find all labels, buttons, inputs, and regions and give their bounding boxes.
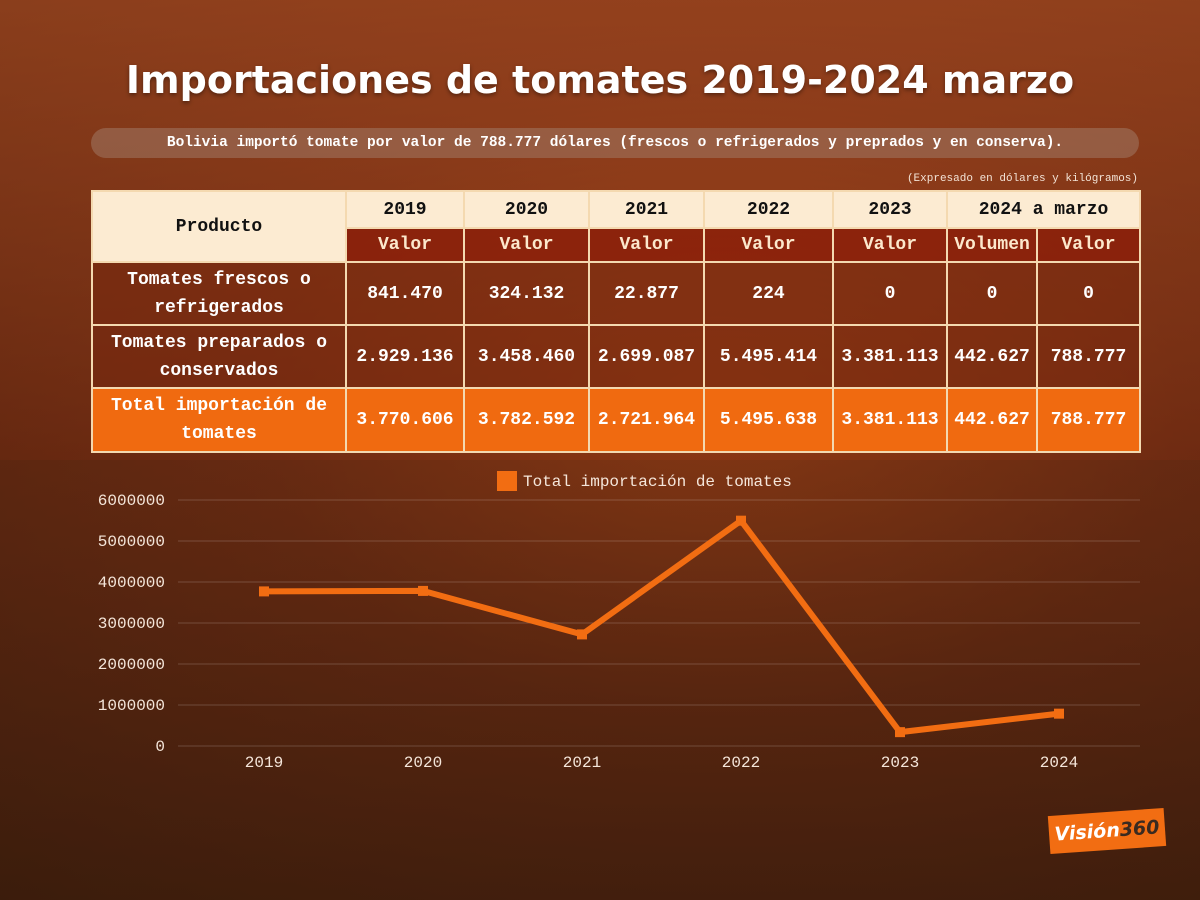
table-row: Tomates frescos o refrigerados 841.470 324… bbox=[91, 261, 1141, 326]
x-tick-label: 2023 bbox=[881, 754, 919, 772]
data-point bbox=[418, 585, 428, 596]
y-tick-label: 5000000 bbox=[98, 533, 165, 551]
table-cell: 0 bbox=[946, 261, 1038, 326]
table-cell: 5.495.638 bbox=[703, 387, 834, 453]
subheader: Volumen bbox=[946, 227, 1038, 263]
table-cell: 788.777 bbox=[1036, 324, 1141, 389]
data-point bbox=[577, 629, 587, 640]
logo-text: Visión bbox=[1053, 819, 1121, 846]
subheader: Valor bbox=[703, 227, 834, 263]
table-cell: 3.458.460 bbox=[463, 324, 590, 389]
table-cell: 3.381.113 bbox=[832, 324, 948, 389]
header-producto: Producto bbox=[91, 190, 347, 263]
page-title: Importaciones de tomates 2019-2024 marzo bbox=[125, 58, 1075, 102]
table-cell: 2.721.964 bbox=[588, 387, 705, 453]
table-cell: 3.782.592 bbox=[463, 387, 590, 453]
table-cell: 0 bbox=[1036, 261, 1141, 326]
imports-table: Producto 2019 2020 2021 2022 2023 2024 a… bbox=[91, 190, 1141, 453]
header-year: 2023 bbox=[832, 190, 948, 229]
header-year: 2021 bbox=[588, 190, 705, 229]
table-cell: 324.132 bbox=[463, 261, 590, 326]
header-year: 2022 bbox=[703, 190, 834, 229]
header-year: 2024 a marzo bbox=[946, 190, 1141, 229]
table-cell: 442.627 bbox=[946, 324, 1038, 389]
table-cell: 2.929.136 bbox=[345, 324, 465, 389]
x-tick-label: 2020 bbox=[404, 754, 442, 772]
table-cell: 22.877 bbox=[588, 261, 705, 326]
table-row: Total importación de tomates 3.770.606 3.7… bbox=[91, 387, 1141, 453]
x-tick-label: 2022 bbox=[722, 754, 760, 772]
x-tick-label: 2021 bbox=[563, 754, 601, 772]
x-tick-label: 2024 bbox=[1040, 754, 1078, 772]
table-cell: 5.495.414 bbox=[703, 324, 834, 389]
y-tick-label: 3000000 bbox=[98, 615, 165, 633]
table-cell: 841.470 bbox=[345, 261, 465, 326]
logo-text: 360 bbox=[1119, 816, 1161, 842]
background-bottom bbox=[0, 460, 1200, 900]
table-cell: 224 bbox=[703, 261, 834, 326]
y-tick-label: 0 bbox=[155, 738, 165, 756]
row-label: Total importación de tomates bbox=[91, 387, 347, 453]
table-cell: 0 bbox=[832, 261, 948, 326]
data-point bbox=[259, 586, 269, 597]
x-tick-label: 2019 bbox=[245, 754, 283, 772]
row-label: Tomates preparados o conservados bbox=[91, 324, 347, 389]
header-year: 2020 bbox=[463, 190, 590, 229]
subheader: Valor bbox=[345, 227, 465, 263]
subheader: Valor bbox=[463, 227, 590, 263]
subheader: Valor bbox=[1036, 227, 1141, 263]
subheader: Valor bbox=[588, 227, 705, 263]
data-point bbox=[736, 515, 746, 526]
subheader: Valor bbox=[832, 227, 948, 263]
table-cell: 3.770.606 bbox=[345, 387, 465, 453]
y-tick-label: 1000000 bbox=[98, 697, 165, 715]
table-row: Tomates preparados o conservados 2.929.13… bbox=[91, 324, 1141, 389]
vision360-logo: Visión360 bbox=[1047, 808, 1167, 854]
series-line bbox=[263, 516, 1060, 736]
legend-swatch bbox=[497, 471, 517, 491]
y-tick-label: 2000000 bbox=[98, 656, 165, 674]
header-year: 2019 bbox=[345, 190, 465, 229]
table-cell: 2.699.087 bbox=[588, 324, 705, 389]
unit-note: (Expresado en dólares y kilógramos) bbox=[906, 173, 1138, 185]
y-tick-label: 4000000 bbox=[98, 574, 165, 592]
table-cell: 442.627 bbox=[946, 387, 1038, 453]
subtitle: Bolivia importó tomate por valor de 788.… bbox=[91, 128, 1139, 158]
y-tick-label: 6000000 bbox=[98, 492, 165, 510]
table-cell: 3.381.113 bbox=[832, 387, 948, 453]
data-point bbox=[895, 727, 905, 738]
legend-label: Total importación de tomates bbox=[523, 473, 792, 491]
table-cell: 788.777 bbox=[1036, 387, 1141, 453]
row-label: Tomates frescos o refrigerados bbox=[91, 261, 347, 326]
data-point bbox=[1054, 708, 1064, 719]
